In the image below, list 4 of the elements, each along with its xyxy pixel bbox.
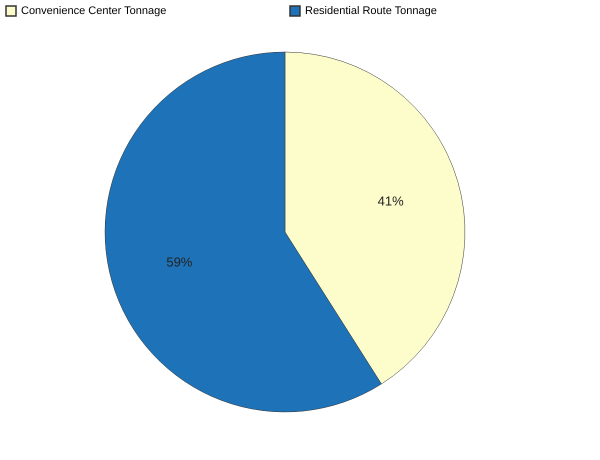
data-label: 41%: [378, 193, 404, 208]
legend-label: Residential Route Tonnage: [305, 5, 437, 17]
legend-label: Convenience Center Tonnage: [21, 5, 166, 17]
data-label: 59%: [166, 254, 193, 270]
